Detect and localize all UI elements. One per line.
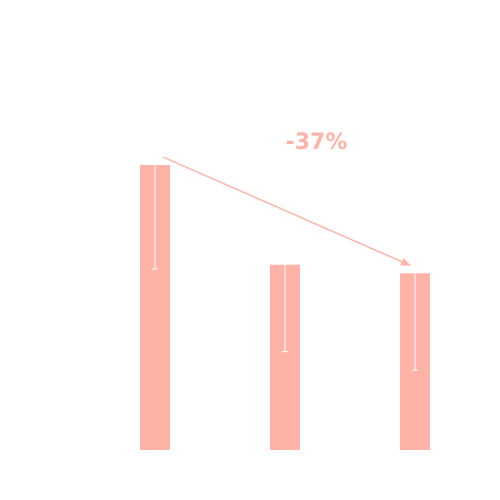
error-bar-2 (282, 264, 288, 353)
annotation-layer: -37% (162, 130, 411, 266)
annotation-label: -37% (286, 130, 348, 155)
bars-layer (140, 165, 430, 450)
trend-arrow (162, 156, 411, 266)
error-bar-3 (412, 273, 418, 371)
error-bar-1 (152, 165, 158, 270)
